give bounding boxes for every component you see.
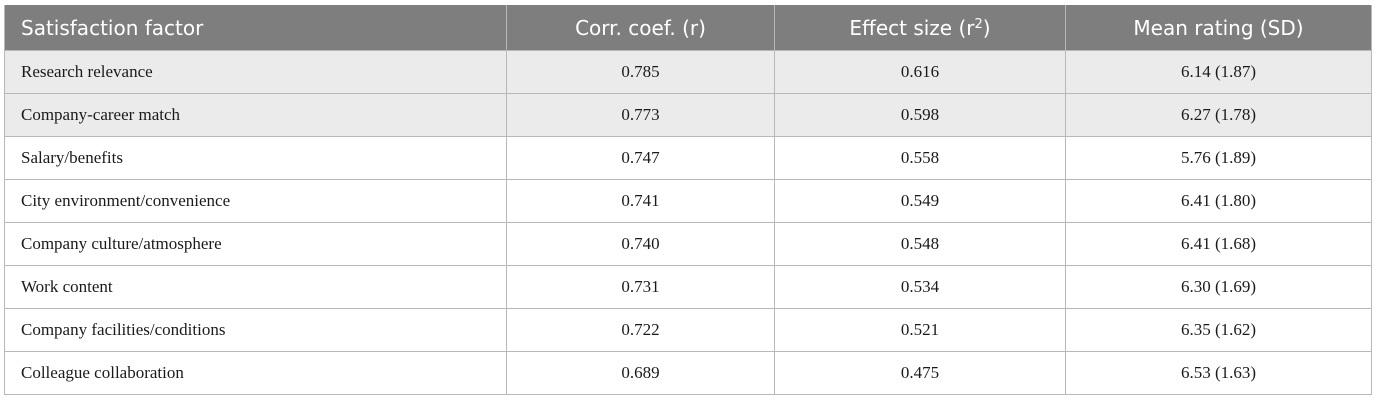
cell-mean: 6.53 (1.63)	[1065, 351, 1372, 395]
header-corr-coef: Corr. coef. (r)	[506, 5, 775, 51]
table-row: Research relevance 0.785 0.616 6.14 (1.8…	[4, 50, 1372, 94]
table-body: Research relevance 0.785 0.616 6.14 (1.8…	[4, 50, 1372, 395]
cell-effect: 0.475	[774, 351, 1066, 395]
cell-corr: 0.785	[506, 50, 775, 94]
table-row: Salary/benefits 0.747 0.558 5.76 (1.89)	[4, 136, 1372, 180]
cell-corr: 0.722	[506, 308, 775, 352]
header-effect-size-superscript: 2	[974, 16, 983, 32]
satisfaction-table-container: Satisfaction factor Corr. coef. (r) Effe…	[4, 5, 1372, 395]
cell-factor: Work content	[4, 265, 507, 309]
cell-effect: 0.598	[774, 93, 1066, 137]
cell-effect: 0.549	[774, 179, 1066, 223]
header-effect-size-label: Effect size (r	[849, 15, 975, 40]
header-row: Satisfaction factor Corr. coef. (r) Effe…	[4, 5, 1372, 51]
header-effect-size-close: )	[982, 15, 991, 40]
cell-corr: 0.731	[506, 265, 775, 309]
cell-effect: 0.534	[774, 265, 1066, 309]
cell-factor: City environment/convenience	[4, 179, 507, 223]
satisfaction-table: Satisfaction factor Corr. coef. (r) Effe…	[4, 5, 1372, 395]
table-row: Colleague collaboration 0.689 0.475 6.53…	[4, 351, 1372, 395]
cell-corr: 0.689	[506, 351, 775, 395]
cell-mean: 6.35 (1.62)	[1065, 308, 1372, 352]
table-row: Company facilities/conditions 0.722 0.52…	[4, 308, 1372, 352]
cell-mean: 5.76 (1.89)	[1065, 136, 1372, 180]
cell-corr: 0.747	[506, 136, 775, 180]
header-satisfaction-factor: Satisfaction factor	[4, 5, 507, 51]
table-row: Work content 0.731 0.534 6.30 (1.69)	[4, 265, 1372, 309]
cell-mean: 6.14 (1.87)	[1065, 50, 1372, 94]
cell-mean: 6.30 (1.69)	[1065, 265, 1372, 309]
cell-effect: 0.521	[774, 308, 1066, 352]
cell-effect: 0.548	[774, 222, 1066, 266]
cell-effect: 0.558	[774, 136, 1066, 180]
table-row: City environment/convenience 0.741 0.549…	[4, 179, 1372, 223]
cell-factor: Company-career match	[4, 93, 507, 137]
cell-factor: Research relevance	[4, 50, 507, 94]
table-header: Satisfaction factor Corr. coef. (r) Effe…	[4, 5, 1372, 51]
cell-factor: Company facilities/conditions	[4, 308, 507, 352]
cell-mean: 6.41 (1.68)	[1065, 222, 1372, 266]
table-row: Company-career match 0.773 0.598 6.27 (1…	[4, 93, 1372, 137]
cell-corr: 0.773	[506, 93, 775, 137]
cell-corr: 0.740	[506, 222, 775, 266]
cell-effect: 0.616	[774, 50, 1066, 94]
cell-mean: 6.41 (1.80)	[1065, 179, 1372, 223]
header-effect-size: Effect size (r2)	[774, 5, 1066, 51]
table-row: Company culture/atmosphere 0.740 0.548 6…	[4, 222, 1372, 266]
header-mean-rating: Mean rating (SD)	[1065, 5, 1372, 51]
cell-factor: Company culture/atmosphere	[4, 222, 507, 266]
cell-factor: Salary/benefits	[4, 136, 507, 180]
cell-corr: 0.741	[506, 179, 775, 223]
cell-factor: Colleague collaboration	[4, 351, 507, 395]
cell-mean: 6.27 (1.78)	[1065, 93, 1372, 137]
